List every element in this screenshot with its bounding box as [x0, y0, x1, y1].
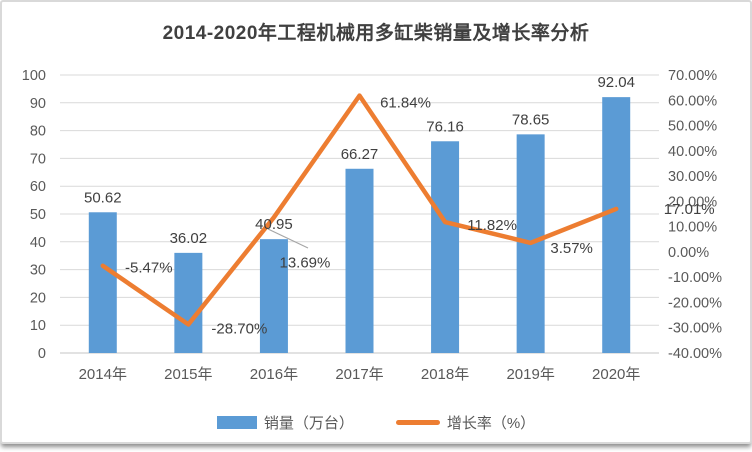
legend-item-sales: 销量（万台）: [216, 412, 354, 433]
x-axis-label: 2016年: [250, 366, 298, 383]
right-axis-tick-label: 60.00%: [668, 93, 717, 109]
growth-value-label: -5.47%: [125, 260, 173, 277]
sales-value-label: 50.62: [84, 189, 122, 206]
left-axis-tick-label: 40: [30, 235, 46, 251]
right-axis-tick-label: -10.00%: [668, 270, 722, 286]
left-axis-tick-label: 100: [22, 68, 46, 84]
x-axis-label: 2018年: [421, 366, 469, 383]
sales-value-label: 36.02: [170, 230, 208, 247]
sales-value-label: 78.65: [512, 111, 550, 128]
sales-bar-2018年: [431, 141, 460, 353]
x-axis-label: 2020年: [592, 366, 640, 383]
x-axis-label: 2019年: [506, 366, 554, 383]
chart-legend: 销量（万台） 增长率（%）: [2, 412, 750, 433]
left-axis-tick-label: 20: [30, 290, 46, 306]
legend-item-growth: 增长率（%）: [395, 412, 536, 433]
right-axis-tick-label: -30.00%: [668, 321, 722, 337]
right-axis-tick-label: 40.00%: [668, 144, 717, 160]
right-axis-tick-label: -40.00%: [668, 346, 722, 362]
right-axis-tick-label: 70.00%: [668, 68, 717, 84]
growth-value-label: 17.01%: [664, 201, 715, 218]
growth-value-label: 13.69%: [279, 254, 330, 271]
label-leader-line: [267, 228, 309, 249]
sales-bar-2015年: [174, 252, 203, 353]
left-axis-tick-label: 90: [30, 96, 46, 112]
left-axis-tick-label: 70: [30, 151, 46, 167]
left-axis-tick-label: 80: [30, 124, 46, 140]
right-axis-tick-label: 10.00%: [668, 220, 717, 236]
growth-series-swatch-icon: [395, 420, 440, 425]
legend-label-growth: 增长率（%）: [446, 415, 536, 432]
left-axis-tick-label: 50: [30, 207, 46, 223]
growth-value-label: 3.57%: [550, 240, 593, 257]
chart-title: 2014-2020年工程机械用多缸柴销量及增长率分析: [162, 23, 590, 44]
left-axis-tick-label: 30: [30, 263, 46, 279]
x-axis-label: 2014年: [79, 366, 127, 383]
right-axis-tick-label: 50.00%: [668, 119, 717, 135]
combo-chart-plot: 100908070605040302010070.00%60.00%50.00%…: [22, 68, 722, 383]
sales-value-label: 40.95: [255, 216, 293, 233]
sales-series-swatch-icon: [216, 416, 257, 429]
left-axis-tick-label: 0: [38, 346, 46, 362]
growth-value-label: 11.82%: [467, 217, 517, 234]
growth-value-label: -28.70%: [211, 320, 267, 337]
sales-bar-2014年: [88, 212, 117, 353]
sales-bar-2020年: [602, 97, 631, 353]
right-axis-tick-label: -20.00%: [668, 295, 722, 311]
sales-value-label: 76.16: [426, 118, 464, 135]
sales-value-label: 66.27: [341, 146, 379, 163]
x-axis-label: 2017年: [335, 366, 383, 383]
legend-label-sales: 销量（万台）: [263, 415, 354, 432]
left-axis-tick-label: 60: [30, 179, 46, 195]
sales-value-label: 92.04: [597, 74, 635, 91]
growth-value-label: 61.84%: [380, 95, 431, 112]
x-axis-label: 2015年: [164, 366, 212, 383]
sales-bar-2017年: [345, 168, 374, 353]
sales-bar-2016年: [259, 239, 288, 353]
right-axis-tick-label: 0.00%: [668, 245, 709, 261]
right-axis-tick-label: 20.00%: [668, 194, 717, 210]
left-axis-tick-label: 10: [30, 318, 46, 334]
right-axis-tick-label: 30.00%: [668, 169, 717, 185]
growth-rate-line: [100, 93, 619, 327]
